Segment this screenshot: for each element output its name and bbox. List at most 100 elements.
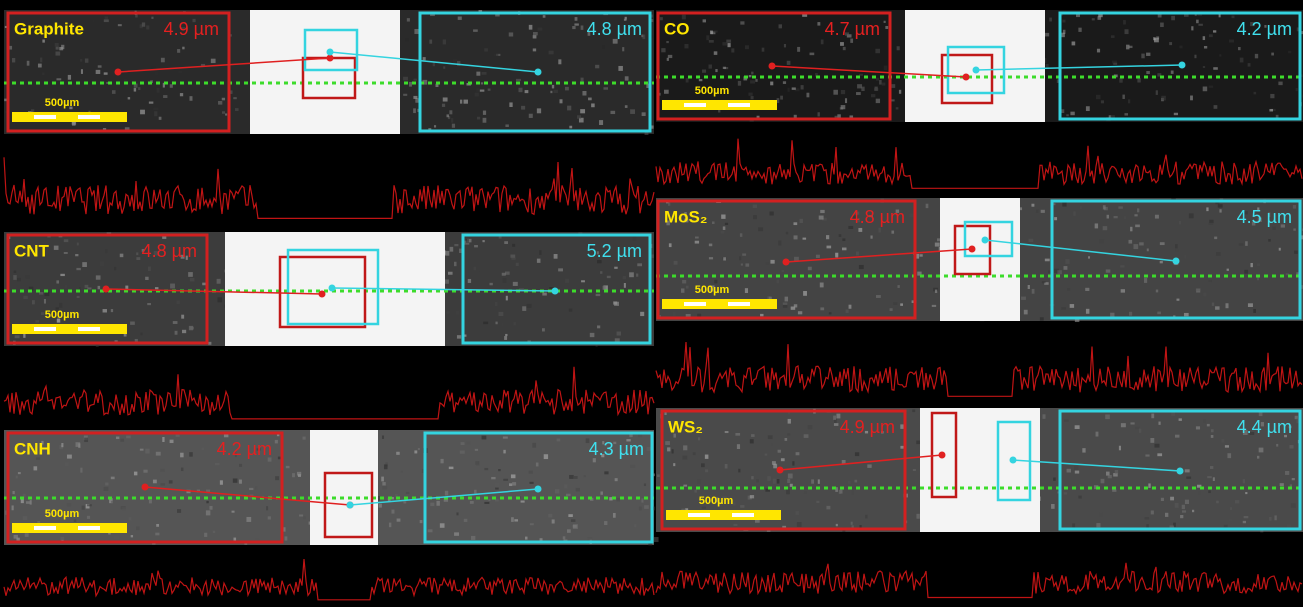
speckle (793, 222, 798, 226)
speckle (512, 243, 516, 247)
speckle (466, 441, 471, 445)
speckle (803, 291, 807, 296)
speckle (858, 227, 863, 232)
speckle (597, 325, 601, 329)
speckle (381, 435, 385, 439)
speckle (1203, 45, 1208, 49)
sample-label: Graphite (14, 19, 84, 38)
speckle (834, 115, 839, 118)
speckle (1174, 502, 1179, 508)
speckle (793, 114, 797, 119)
speckle (1301, 31, 1303, 35)
speckle (641, 498, 644, 503)
speckle (1082, 448, 1086, 453)
speckle (1253, 308, 1256, 313)
speckle (1134, 426, 1140, 430)
speckle (233, 97, 237, 100)
speckle (671, 449, 674, 454)
speckle (204, 532, 208, 537)
speckle (532, 48, 537, 52)
speckle (97, 285, 101, 290)
speckle (501, 322, 504, 327)
speckle (1278, 81, 1283, 86)
speckle (770, 81, 774, 86)
left-region-box (660, 409, 907, 531)
speckle (1150, 437, 1155, 443)
scratch-track (940, 198, 1020, 321)
speckle (709, 287, 715, 292)
speckle (1146, 248, 1149, 252)
speckle (1169, 42, 1173, 46)
speckle (1155, 90, 1158, 95)
speckle (284, 536, 288, 541)
speckle (769, 211, 774, 216)
speckle (190, 326, 194, 330)
speckle (803, 434, 809, 438)
speckle (155, 451, 161, 456)
speckle (726, 39, 732, 43)
speckle (1231, 15, 1235, 19)
speckle (1286, 524, 1292, 528)
speckle (417, 448, 420, 451)
speckle (134, 338, 138, 344)
speckle (673, 433, 676, 438)
speckle (160, 57, 165, 63)
speckle (1061, 32, 1065, 38)
speckle (1272, 226, 1276, 230)
speckle (135, 13, 138, 18)
speckle (1176, 298, 1180, 301)
speckle (1044, 58, 1047, 63)
speckle (673, 463, 676, 467)
speckle (469, 501, 474, 504)
speckle (86, 515, 91, 519)
speckle (1300, 285, 1303, 289)
dot-cyan (1009, 456, 1017, 464)
speckle (1250, 22, 1255, 27)
speckle (646, 83, 651, 88)
scale-bar-tick (78, 526, 100, 530)
speckle (1254, 53, 1259, 59)
speckle (554, 489, 560, 494)
speckle (179, 93, 184, 97)
speckle (1094, 223, 1099, 229)
speckle (123, 78, 128, 83)
speckle (125, 285, 129, 290)
speckle (1194, 54, 1197, 59)
speckle (1110, 115, 1115, 120)
connector-red (105, 288, 323, 295)
speckle (520, 500, 525, 503)
speckle (731, 502, 736, 506)
dot-red (962, 73, 970, 81)
speckle (1244, 269, 1249, 274)
left-thickness: 4.2 µm (217, 439, 272, 459)
speckle (56, 280, 60, 284)
speckle (861, 86, 865, 92)
speckle (735, 432, 741, 436)
speckle (111, 90, 116, 94)
speckle (794, 256, 799, 262)
scratch-track (905, 10, 1045, 122)
speckle (153, 251, 159, 256)
speckle (42, 39, 45, 43)
speckle (162, 82, 165, 88)
speckle (40, 57, 43, 63)
speckle (857, 84, 863, 89)
speckle (1123, 216, 1127, 220)
speckle (1126, 44, 1130, 50)
speckle (514, 519, 519, 522)
speckle (713, 30, 718, 33)
speckle (603, 285, 608, 290)
speckle (936, 238, 941, 242)
speckle (1269, 516, 1272, 521)
speckle (567, 105, 572, 111)
speckle (221, 97, 226, 101)
speckle (30, 109, 35, 113)
speckle (1099, 239, 1105, 244)
speckle (853, 215, 858, 220)
speckle (233, 537, 237, 543)
speckle (817, 22, 821, 26)
speckle (39, 291, 44, 295)
speckle (711, 31, 716, 35)
speckle (404, 37, 410, 42)
speckle (64, 462, 69, 467)
